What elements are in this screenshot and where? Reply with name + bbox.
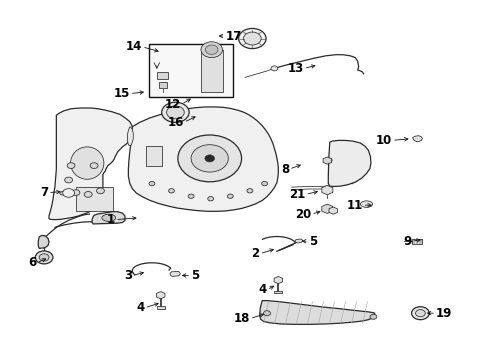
- Circle shape: [412, 307, 429, 320]
- Text: 14: 14: [126, 40, 142, 53]
- Polygon shape: [127, 127, 133, 146]
- Circle shape: [67, 163, 75, 168]
- Bar: [76, 187, 113, 211]
- Text: 16: 16: [168, 116, 184, 129]
- Circle shape: [167, 106, 184, 119]
- Circle shape: [84, 192, 92, 197]
- Circle shape: [227, 194, 233, 198]
- Polygon shape: [128, 107, 278, 211]
- Polygon shape: [38, 235, 49, 248]
- Polygon shape: [295, 239, 303, 243]
- Circle shape: [264, 311, 270, 316]
- Ellipse shape: [102, 214, 116, 221]
- Polygon shape: [328, 140, 371, 186]
- Text: 17: 17: [225, 30, 242, 42]
- Ellipse shape: [361, 201, 372, 207]
- Circle shape: [178, 135, 242, 182]
- Circle shape: [247, 189, 253, 193]
- Text: 12: 12: [165, 98, 181, 111]
- Bar: [201, 50, 223, 92]
- Circle shape: [65, 177, 73, 183]
- Text: 6: 6: [28, 256, 37, 269]
- Polygon shape: [92, 212, 125, 224]
- Circle shape: [208, 197, 214, 201]
- Text: 4: 4: [259, 283, 267, 296]
- Bar: [159, 82, 167, 88]
- Circle shape: [97, 188, 104, 194]
- Text: 4: 4: [136, 301, 145, 314]
- Text: 2: 2: [251, 247, 260, 260]
- Text: 5: 5: [309, 235, 317, 248]
- Polygon shape: [170, 271, 180, 276]
- Circle shape: [72, 190, 80, 195]
- Circle shape: [370, 314, 377, 319]
- Text: 15: 15: [114, 87, 130, 100]
- Circle shape: [169, 189, 174, 193]
- Polygon shape: [328, 158, 332, 162]
- Text: 18: 18: [234, 312, 250, 325]
- Circle shape: [239, 28, 266, 49]
- Circle shape: [271, 66, 278, 71]
- Circle shape: [416, 310, 425, 317]
- Bar: [157, 72, 168, 79]
- Text: 8: 8: [281, 163, 289, 176]
- Text: 13: 13: [288, 62, 304, 75]
- Polygon shape: [198, 89, 206, 96]
- Circle shape: [90, 163, 98, 168]
- Circle shape: [63, 189, 74, 197]
- Circle shape: [39, 254, 49, 261]
- Circle shape: [191, 145, 228, 172]
- Bar: [157, 306, 165, 309]
- Polygon shape: [260, 301, 375, 324]
- Bar: [412, 239, 422, 244]
- Text: 19: 19: [436, 307, 452, 320]
- Polygon shape: [60, 191, 67, 195]
- Text: 10: 10: [376, 134, 392, 147]
- Ellipse shape: [71, 147, 104, 179]
- Polygon shape: [413, 136, 422, 141]
- Circle shape: [205, 155, 215, 162]
- Circle shape: [162, 102, 189, 122]
- Bar: [149, 44, 233, 97]
- Circle shape: [35, 251, 53, 264]
- Bar: [274, 291, 282, 293]
- Text: 5: 5: [191, 269, 199, 282]
- Text: 1: 1: [107, 213, 115, 226]
- Text: 9: 9: [403, 235, 412, 248]
- Text: 11: 11: [346, 199, 363, 212]
- Polygon shape: [49, 108, 133, 220]
- Circle shape: [262, 181, 268, 186]
- Text: 20: 20: [295, 208, 311, 221]
- Text: 7: 7: [40, 186, 48, 199]
- Bar: [146, 146, 162, 166]
- Text: 21: 21: [289, 188, 305, 201]
- Circle shape: [188, 194, 194, 198]
- Circle shape: [201, 42, 222, 58]
- Circle shape: [205, 45, 218, 54]
- Circle shape: [244, 32, 261, 45]
- Circle shape: [149, 181, 155, 186]
- Text: 3: 3: [124, 269, 132, 282]
